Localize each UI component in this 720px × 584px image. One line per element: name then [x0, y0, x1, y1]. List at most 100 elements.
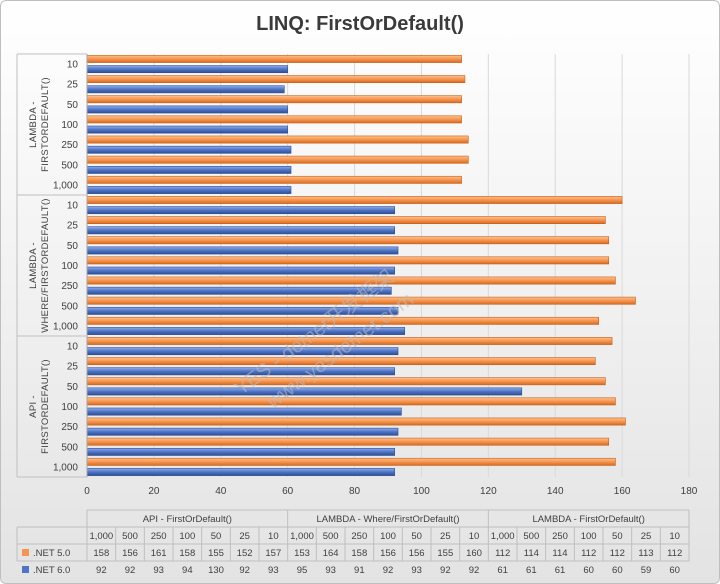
table-cell: 155 — [208, 548, 224, 559]
table-cell: 92 — [383, 565, 394, 576]
table-category-header: 500 — [122, 531, 138, 542]
table-cell: 92 — [469, 565, 480, 576]
table-category-header: 10 — [469, 531, 480, 542]
table-category-header: 50 — [612, 531, 623, 542]
bar-net6 — [86, 427, 399, 436]
category-label: 10 — [67, 342, 79, 353]
table-cell: 93 — [153, 565, 164, 576]
table-category-header: 10 — [268, 531, 279, 542]
table-cell: 61 — [526, 565, 537, 576]
bar-net6 — [86, 105, 288, 114]
category-label: 10 — [67, 60, 79, 71]
bar-net5 — [86, 135, 469, 144]
group-label: LAMBDA -WHERE/FIRSTORDEFAULT() — [28, 198, 51, 333]
table-cell: 92 — [125, 565, 136, 576]
table-group-header: LAMBDA - FirstOrDefault() — [532, 514, 644, 525]
table-cell: 130 — [208, 565, 224, 576]
table-cell: 157 — [265, 548, 281, 559]
x-tick-label: 60 — [282, 486, 294, 497]
table-category-header: 250 — [151, 531, 167, 542]
group-label-line: LAMBDA - — [28, 101, 39, 148]
table-category-header: 100 — [380, 531, 396, 542]
table-cell: 112 — [610, 548, 625, 559]
bar-net5 — [86, 55, 462, 63]
table-category-header: 250 — [351, 531, 367, 542]
table-category-header: 25 — [440, 531, 451, 542]
table-cell: 156 — [122, 548, 138, 559]
legend-label: .NET 5.0 — [33, 548, 70, 559]
group-label-line: WHERE/FIRSTORDEFAULT() — [40, 198, 51, 333]
x-tick-label: 120 — [480, 486, 497, 497]
legend-label: .NET 6.0 — [33, 565, 70, 576]
table-cell: 161 — [151, 548, 167, 559]
table-category-header: 25 — [239, 531, 250, 542]
x-tick-label: 140 — [547, 486, 564, 497]
table-cell: 95 — [297, 565, 308, 576]
category-label: 1,000 — [53, 321, 78, 332]
table-cell: 155 — [437, 548, 453, 559]
bar-net6 — [86, 145, 292, 154]
bar-net5 — [86, 75, 466, 84]
table-cell: 92 — [440, 565, 451, 576]
bar-net6 — [86, 468, 395, 476]
table-cell: 164 — [323, 548, 339, 559]
bar-net5 — [86, 175, 462, 184]
group-label-line: FIRSTORDEFAULT() — [40, 359, 51, 454]
group-label-line: API - — [28, 395, 39, 418]
table-group-header: API - FirstOrDefault() — [143, 514, 232, 525]
table-cell: 158 — [351, 548, 367, 559]
bar-net6 — [86, 246, 399, 255]
table-cell: 114 — [524, 548, 539, 559]
x-tick-label: 0 — [84, 486, 90, 497]
table-cell: 158 — [179, 548, 195, 559]
x-tick-label: 180 — [681, 486, 698, 497]
bar-net6 — [86, 447, 395, 456]
x-tick-label: 160 — [614, 486, 631, 497]
group-label-line: LAMBDA - — [28, 242, 39, 289]
table-cell: 93 — [268, 565, 279, 576]
bar-net5 — [86, 377, 606, 386]
data-table: API - FirstOrDefault() 1,000 158 92 500 156 92… — [16, 509, 690, 576]
table-cell: 112 — [667, 548, 682, 559]
table-category-header: 250 — [552, 531, 568, 542]
table-category-header: 100 — [581, 531, 597, 542]
bar-net5 — [86, 115, 462, 124]
table-category-header: 10 — [669, 531, 680, 542]
table-cell: 93 — [325, 565, 336, 576]
chart-title: LINQ: FirstOrDefault() — [256, 13, 464, 35]
bars-layer — [86, 55, 636, 476]
bar-net5 — [86, 95, 462, 104]
category-label: 10 — [67, 201, 79, 212]
table-category-header: 500 — [523, 531, 539, 542]
category-label: 500 — [61, 160, 78, 171]
x-tick-label: 20 — [148, 486, 160, 497]
category-label: 250 — [61, 422, 78, 433]
table-cell: 61 — [497, 565, 508, 576]
bar-net6 — [86, 226, 395, 235]
table-cell: 61 — [555, 565, 566, 576]
bar-net6 — [86, 266, 395, 275]
bar-net5 — [86, 236, 610, 245]
bar-net5 — [86, 256, 610, 265]
table-cell: 114 — [552, 548, 567, 559]
category-label: 25 — [67, 80, 79, 91]
bar-net5 — [86, 276, 616, 285]
table-cell: 156 — [380, 548, 396, 559]
category-label: 50 — [67, 382, 79, 393]
bar-net5 — [86, 196, 623, 204]
table-cell: 153 — [294, 548, 310, 559]
bar-net6 — [86, 65, 288, 74]
table-cell: 92 — [96, 565, 107, 576]
table-cell: 113 — [638, 548, 653, 559]
x-tick-label: 80 — [349, 486, 361, 497]
category-label: 1,000 — [53, 180, 78, 191]
table-cell: 160 — [466, 548, 482, 559]
table-category-header: 50 — [211, 531, 222, 542]
category-label: 25 — [67, 221, 79, 232]
legend-swatch — [22, 549, 29, 556]
table-group-header: LAMBDA - Where/FirstOrDefault() — [316, 514, 459, 525]
bar-net5 — [86, 397, 616, 406]
table-category-header: 500 — [323, 531, 339, 542]
